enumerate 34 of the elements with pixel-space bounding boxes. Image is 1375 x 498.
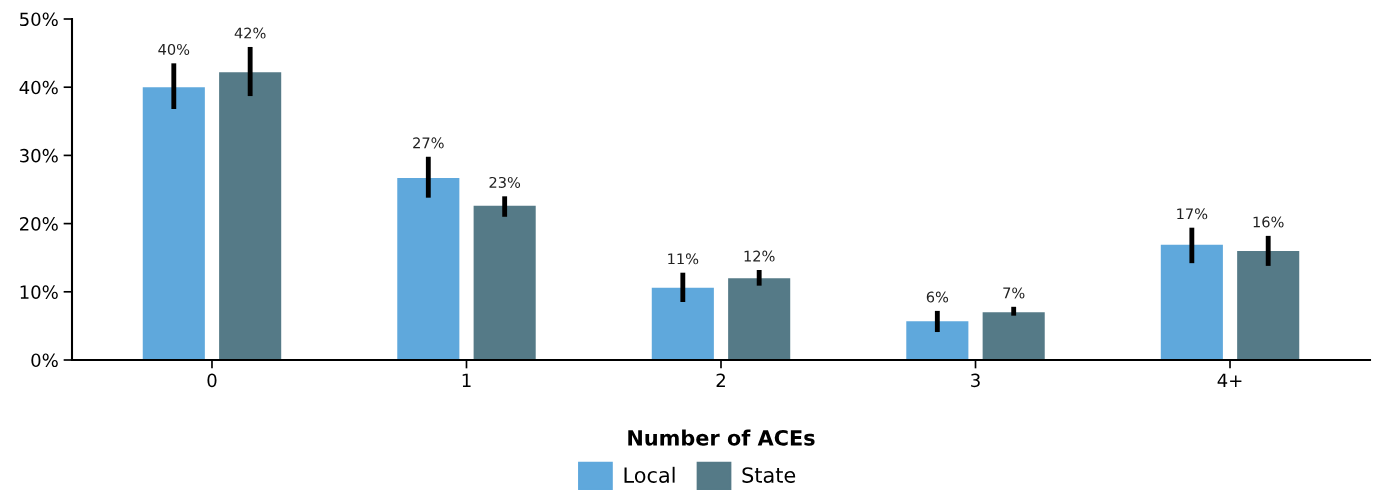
data-label: 11%	[668, 253, 699, 265]
data-label: 42%	[234, 27, 266, 39]
y-tick-label: 10%	[20, 285, 58, 299]
y-tick-label: 0%	[31, 353, 58, 368]
bar	[1237, 250, 1300, 360]
data-label: 7%	[1003, 287, 1025, 299]
data-label: 12%	[744, 250, 775, 262]
bar	[1160, 244, 1223, 360]
legend-label: Local	[624, 466, 675, 483]
bar	[728, 278, 791, 360]
y-tick-label: 20%	[20, 217, 58, 231]
x-tick-label: 2	[716, 373, 725, 387]
data-label: 40%	[158, 43, 190, 55]
y-tick-label: 30%	[20, 148, 58, 163]
x-tick-label: 4+	[1217, 373, 1242, 387]
bar	[906, 321, 969, 360]
data-label: 6%	[926, 291, 949, 303]
y-tick-label: 50%	[20, 12, 58, 27]
y-tick-label: 40%	[19, 80, 58, 95]
x-tick-label: 0	[207, 373, 217, 388]
x-axis-title: Number of ACEs	[628, 429, 815, 446]
data-label: 16%	[1253, 216, 1284, 228]
x-tick-label: 1	[462, 373, 471, 387]
bar	[219, 72, 282, 360]
bar	[473, 205, 536, 360]
x-tick-label: 3	[971, 373, 980, 388]
data-label: 23%	[489, 176, 521, 188]
bar	[397, 177, 460, 360]
bar	[651, 287, 714, 360]
bar	[142, 87, 205, 360]
data-label: 27%	[413, 137, 444, 149]
bar	[982, 312, 1045, 360]
legend-label: State	[742, 467, 796, 483]
data-label: 17%	[1177, 208, 1208, 220]
